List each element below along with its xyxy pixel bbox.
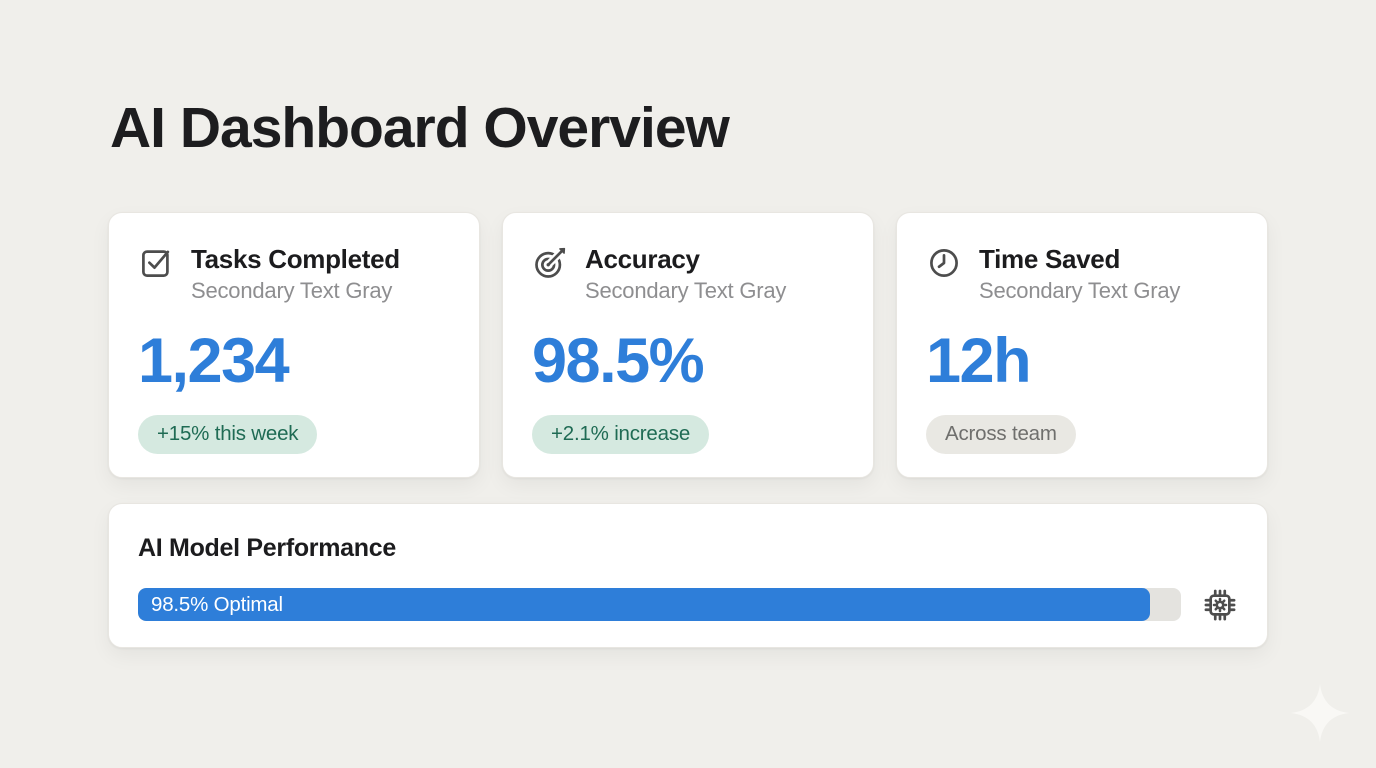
page-title: AI Dashboard Overview bbox=[110, 96, 730, 160]
performance-progress-fill: 98.5% Optimal bbox=[138, 588, 1150, 622]
performance-progress-label: 98.5% Optimal bbox=[151, 592, 283, 616]
check-square-icon bbox=[138, 245, 174, 281]
clock-icon bbox=[926, 245, 962, 281]
card-subtitle: Secondary Text Gray bbox=[979, 277, 1181, 303]
status-badge: +15% this week bbox=[138, 414, 318, 454]
card-header: Time Saved Secondary Text Gray bbox=[926, 244, 1239, 304]
card-subtitle: Secondary Text Gray bbox=[585, 277, 787, 303]
card-header-text: Tasks Completed Secondary Text Gray bbox=[191, 244, 400, 304]
status-badge: Across team bbox=[926, 414, 1076, 454]
sparkle-icon bbox=[1291, 684, 1349, 742]
card-title: Time Saved bbox=[979, 243, 1121, 274]
performance-progress-bar: 98.5% Optimal bbox=[138, 588, 1181, 622]
cpu-chip-settings-button[interactable] bbox=[1201, 586, 1239, 624]
performance-row: 98.5% Optimal bbox=[138, 586, 1239, 624]
stat-cards-row: Tasks Completed Secondary Text Gray 1,23… bbox=[108, 211, 1268, 478]
card-value: 1,234 bbox=[138, 325, 290, 396]
card-value: 98.5% bbox=[532, 325, 705, 396]
card-header-text: Accuracy Secondary Text Gray bbox=[585, 244, 786, 304]
status-badge: +2.1% increase bbox=[532, 414, 710, 454]
target-icon bbox=[532, 245, 568, 281]
performance-title: AI Model Performance bbox=[138, 533, 396, 562]
stat-card-tasks-completed: Tasks Completed Secondary Text Gray 1,23… bbox=[108, 211, 480, 478]
stat-card-time-saved: Time Saved Secondary Text Gray 12h Acros… bbox=[896, 211, 1268, 478]
cpu-chip-icon bbox=[1201, 586, 1239, 624]
card-title: Accuracy bbox=[585, 243, 700, 274]
model-performance-card: AI Model Performance 98.5% Optimal bbox=[108, 502, 1268, 648]
card-subtitle: Secondary Text Gray bbox=[191, 277, 393, 303]
dashboard-page: AI Dashboard Overview Tasks Completed Se… bbox=[108, 96, 1268, 648]
stat-card-accuracy: Accuracy Secondary Text Gray 98.5% +2.1%… bbox=[502, 211, 874, 478]
card-title: Tasks Completed bbox=[191, 243, 400, 274]
card-header-text: Time Saved Secondary Text Gray bbox=[979, 244, 1180, 304]
card-value: 12h bbox=[926, 325, 1032, 396]
card-header: Tasks Completed Secondary Text Gray bbox=[138, 244, 451, 304]
card-header: Accuracy Secondary Text Gray bbox=[532, 244, 845, 304]
